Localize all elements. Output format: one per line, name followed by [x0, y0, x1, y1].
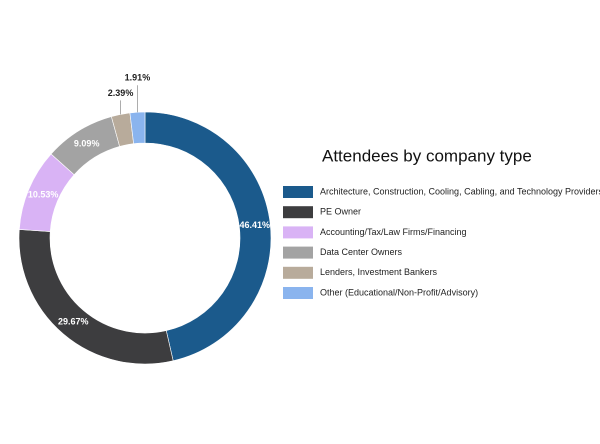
legend-swatch [283, 186, 313, 198]
value-label: 46.41% [240, 220, 271, 230]
legend-swatch [283, 287, 313, 299]
legend-swatch [283, 226, 313, 239]
legend-swatch [283, 266, 313, 279]
legend-label: Architecture, Construction, Cooling, Cab… [320, 186, 600, 196]
legend-label: Lenders, Investment Bankers [320, 267, 438, 277]
legend-swatch [283, 206, 313, 219]
value-label: 2.39% [108, 88, 134, 98]
value-label: 29.67% [58, 316, 89, 326]
donut-slice [144, 111, 272, 362]
legend-label: Other (Educational/Non-Profit/Advisory) [320, 287, 478, 297]
legend-label: PE Owner [320, 207, 361, 217]
legend-label: Accounting/Tax/Law Firms/Financing [320, 227, 467, 237]
legend-swatch [283, 246, 313, 259]
value-label: 10.53% [28, 189, 59, 199]
chart-title: Attendees by company type [322, 146, 532, 165]
donut-slice [129, 111, 146, 145]
legend-label: Data Center Owners [320, 247, 403, 257]
value-label: 9.09% [74, 139, 100, 149]
value-label: 1.91% [125, 73, 151, 83]
